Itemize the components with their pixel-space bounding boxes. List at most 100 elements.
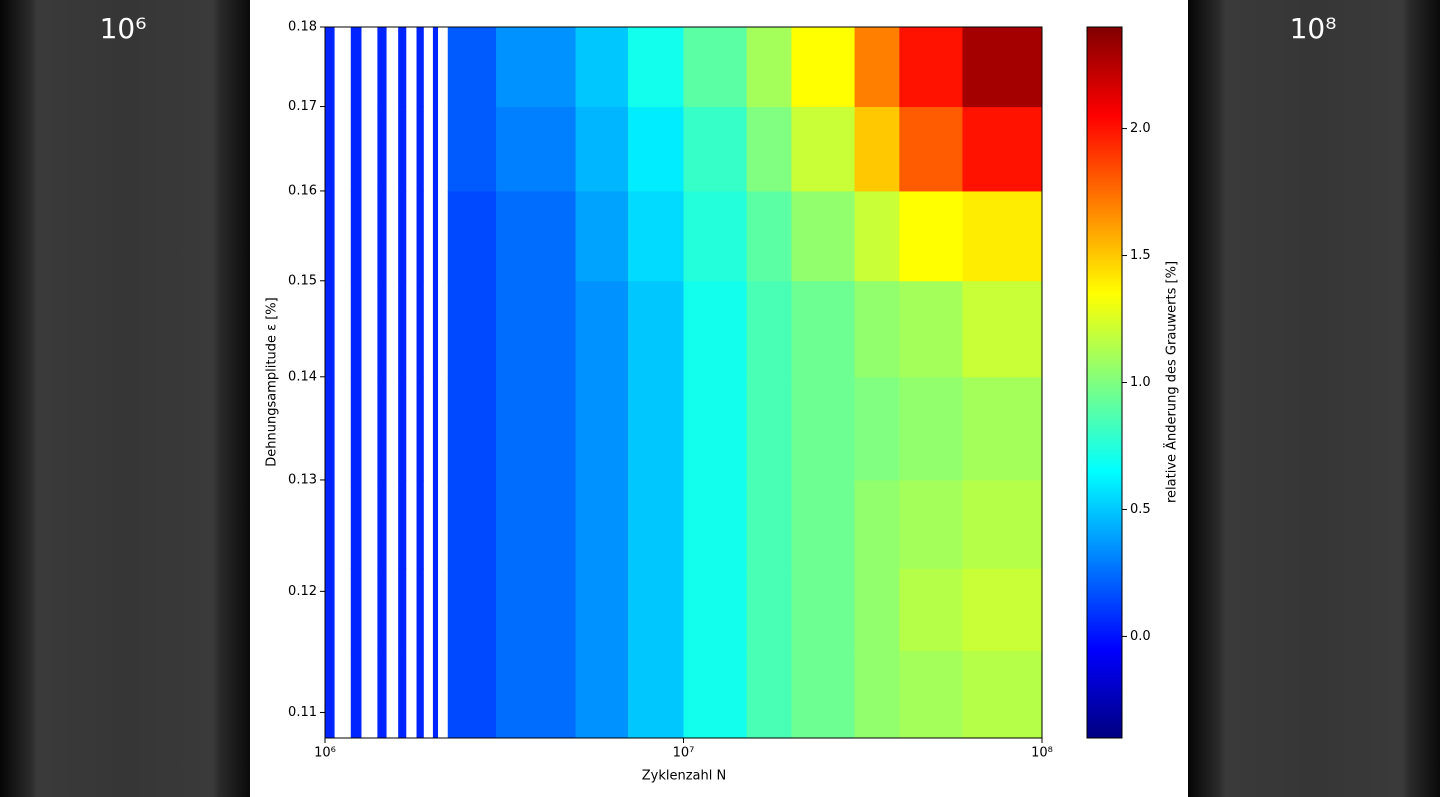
heatmap-cell (377, 568, 387, 652)
x-tick-label: 10⁷ (673, 746, 695, 761)
heatmap-cell (899, 190, 963, 282)
heatmap-cell (575, 568, 629, 652)
y-tick-label: 0.11 (288, 705, 317, 720)
heatmap-cell (377, 106, 387, 192)
right-specimen-image (1188, 0, 1440, 797)
left-image-label: 10⁶ (100, 12, 147, 45)
heatmap-cell (447, 280, 497, 378)
heatmap-cell (683, 568, 748, 652)
heatmap-cell (325, 106, 335, 192)
heatmap-cell (398, 479, 407, 569)
x-tick-label: 10⁸ (1031, 746, 1053, 761)
heatmap-cell (791, 376, 856, 481)
heatmap-cell (325, 190, 335, 282)
heatmap-cell (377, 280, 387, 378)
heatmap-cell (683, 650, 748, 739)
heatmap-cell (496, 106, 577, 192)
heatmap-cell (398, 106, 407, 192)
y-tick-label: 0.12 (288, 584, 317, 599)
heatmap-cell (575, 376, 629, 481)
heatmap-cell (962, 190, 1043, 282)
heatmap-cell (416, 27, 424, 108)
heatmap-cell (627, 27, 684, 108)
heatmap-cell (575, 650, 629, 739)
heatmap-cell (962, 280, 1043, 378)
heatmap-cell (746, 479, 792, 569)
heatmap-cell (416, 376, 424, 481)
y-tick-label: 0.15 (288, 273, 317, 288)
heatmap-cell (432, 568, 439, 652)
heatmap-cell (377, 190, 387, 282)
heatmap-cell (962, 650, 1043, 739)
heatmap-cell (683, 479, 748, 569)
y-tick-label: 0.13 (288, 472, 317, 487)
heatmap-cell (575, 106, 629, 192)
y-tick-label: 0.14 (288, 369, 317, 384)
heatmap-cell (416, 280, 424, 378)
heatmap-cell (683, 280, 748, 378)
heatmap-cell (447, 106, 497, 192)
colorbar-tick-label: 0.5 (1130, 502, 1151, 517)
heatmap-cell (962, 27, 1043, 108)
y-tick-label: 0.17 (288, 99, 317, 114)
heatmap-cell (575, 190, 629, 282)
heatmap-cell (398, 27, 407, 108)
heatmap-cell (575, 280, 629, 378)
y-axis-label: Dehnungsamplitude ε [%] (265, 297, 280, 466)
heatmap-cell (398, 190, 407, 282)
heatmap-cell (377, 479, 387, 569)
heatmap-cell (854, 280, 900, 378)
heatmap-cell (325, 376, 335, 481)
heatmap-cell (325, 650, 335, 739)
left-specimen-image (0, 0, 250, 797)
colorbar-tick-label: 1.5 (1130, 248, 1151, 263)
heatmap-cell (899, 568, 963, 652)
colorbar (1086, 26, 1123, 739)
heatmap-cell (962, 568, 1043, 652)
heatmap-cell (496, 280, 577, 378)
heatmap-cell (432, 650, 439, 739)
heatmap-cell (416, 568, 424, 652)
heatmap-cell (432, 376, 439, 481)
heatmap-cell (416, 650, 424, 739)
x-tick-label: 10⁶ (314, 746, 336, 761)
heatmap-cell (432, 280, 439, 378)
heatmap-cell (432, 479, 439, 569)
heatmap-cell (377, 376, 387, 481)
heatmap-cell (683, 106, 748, 192)
heatmap-cell (447, 568, 497, 652)
right-image-label: 10⁸ (1290, 12, 1337, 45)
heatmap-cell (325, 479, 335, 569)
heatmap-cell (627, 106, 684, 192)
heatmap-cell (377, 27, 387, 108)
heatmap-plot (325, 27, 1043, 739)
colorbar-tick-label: 2.0 (1130, 121, 1151, 136)
heatmap-cell (791, 479, 856, 569)
heatmap-cell (899, 479, 963, 569)
heatmap-cell (683, 376, 748, 481)
heatmap-cell (350, 27, 362, 108)
heatmap-cell (627, 376, 684, 481)
heatmap-cell (627, 650, 684, 739)
heatmap-cell (350, 106, 362, 192)
heatmap-cell (962, 479, 1043, 569)
heatmap-cell (791, 106, 856, 192)
heatmap-cell (746, 27, 792, 108)
heatmap-cell (575, 27, 629, 108)
heatmap-cell (854, 568, 900, 652)
heatmap-cell (496, 27, 577, 108)
heatmap-cell (962, 106, 1043, 192)
heatmap-cell (791, 280, 856, 378)
heatmap-cell (746, 280, 792, 378)
heatmap-cell (683, 27, 748, 108)
y-tick-label: 0.16 (288, 183, 317, 198)
heatmap-cell (854, 27, 900, 108)
heatmap-cell (746, 376, 792, 481)
heatmap-cell (854, 190, 900, 282)
heatmap-cell (447, 190, 497, 282)
heatmap-cell (791, 27, 856, 108)
heatmap-cell (325, 568, 335, 652)
heatmap-cell (350, 190, 362, 282)
heatmap-cell (350, 376, 362, 481)
